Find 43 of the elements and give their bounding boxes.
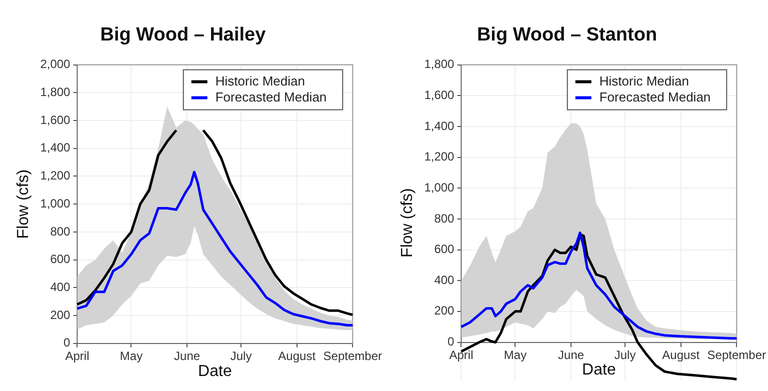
- x-axis-title: Date: [582, 362, 616, 379]
- y-tick-label: 400: [434, 272, 455, 287]
- x-tick-label: May: [120, 348, 143, 363]
- x-tick-label: July: [614, 348, 636, 362]
- y-tick-label: 800: [434, 211, 455, 226]
- x-tick-label: June: [174, 348, 200, 363]
- y-tick-label: 1,400: [40, 140, 71, 155]
- y-tick-label: 200: [50, 308, 71, 322]
- x-tick-label: July: [230, 348, 252, 363]
- x-tick-label: September: [707, 348, 766, 362]
- y-tick-label: 0: [64, 336, 71, 350]
- y-tick-label: 0: [448, 334, 455, 349]
- x-tick-label: August: [662, 348, 700, 362]
- y-axis-title: Flow (cfs): [15, 169, 32, 239]
- x-tick-label: September: [323, 348, 382, 363]
- legend-label: Forecasted Median: [215, 89, 327, 104]
- y-tick-label: 1,200: [40, 168, 71, 183]
- x-axis-title: Date: [198, 362, 232, 380]
- x-tick-label: April: [449, 348, 474, 362]
- y-tick-label: 600: [434, 242, 455, 256]
- y-tick-label: 1,000: [40, 196, 71, 210]
- y-tick-label: 1,400: [424, 118, 455, 133]
- y-tick-label: 1,800: [40, 84, 71, 99]
- y-tick-label: 2,000: [40, 57, 71, 72]
- y-tick-label: 1,000: [424, 180, 455, 194]
- legend-label: Forecasted Median: [599, 89, 711, 104]
- y-axis-title: Flow (cfs): [399, 188, 416, 258]
- y-tick-label: 400: [50, 280, 71, 294]
- y-tick-label: 200: [434, 304, 455, 318]
- x-tick-label: June: [558, 348, 584, 362]
- x-tick-label: May: [504, 348, 527, 362]
- y-tick-label: 1,800: [424, 57, 455, 72]
- y-tick-label: 800: [50, 224, 71, 238]
- y-tick-label: 600: [50, 252, 71, 266]
- chart-title: Big Wood – Stanton: [476, 24, 658, 46]
- y-tick-label: 1,200: [424, 150, 455, 164]
- y-tick-label: 1,600: [40, 112, 71, 127]
- x-tick-label: August: [278, 348, 316, 363]
- legend-label: Historic Median: [215, 73, 305, 88]
- chart-title: Big Wood – Hailey: [100, 24, 266, 46]
- legend-label: Historic Median: [599, 73, 689, 88]
- y-tick-label: 1,600: [424, 88, 455, 102]
- x-tick-label: April: [65, 348, 90, 363]
